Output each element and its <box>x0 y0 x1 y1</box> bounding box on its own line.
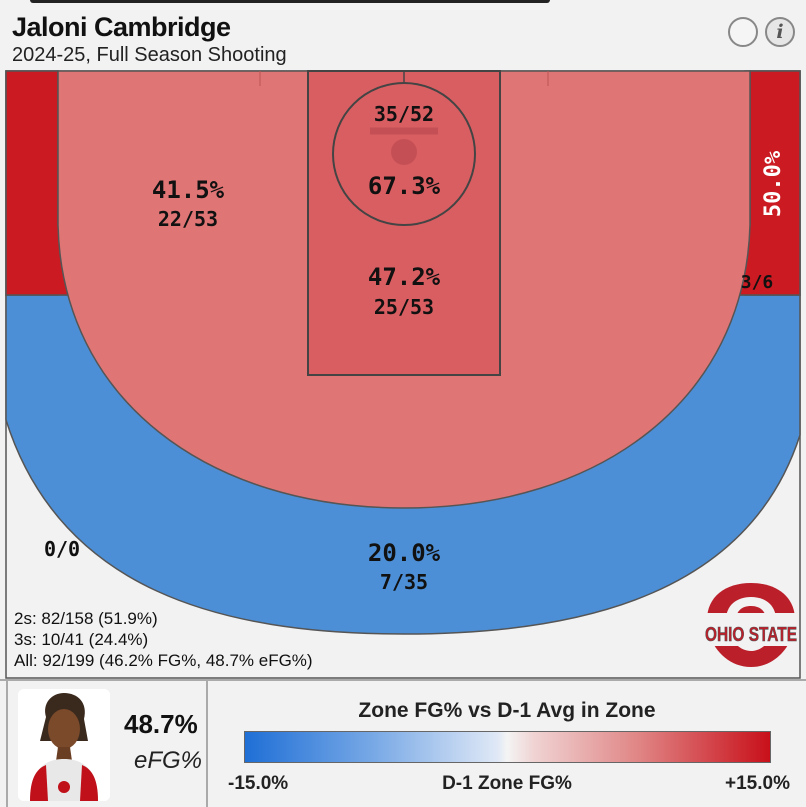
right-corner-made-attempts: 3/6 <box>741 272 774 293</box>
legend-center-label: D-1 Zone FG% <box>442 773 572 794</box>
paint-made-attempts: 25/53 <box>374 295 434 319</box>
deep-three-made-attempts: 0/0 <box>44 537 80 561</box>
efg-label: eFG% <box>134 747 203 774</box>
player-name: Jaloni Cambridge <box>12 12 231 42</box>
paint-fg-pct: 47.2% <box>368 263 441 291</box>
legend-color-scale <box>244 731 771 763</box>
legend-max-label: +15.0% <box>725 773 790 794</box>
player-avatar <box>18 689 110 801</box>
right-corner-fg-pct: 50.0% <box>761 150 786 217</box>
header: Jaloni Cambridge 2024-25, Full Season Sh… <box>12 12 287 67</box>
mid-range-fg-pct: 41.5% <box>152 176 225 204</box>
mid-range-made-attempts: 22/53 <box>158 207 218 231</box>
twos-summary: 2s: 82/158 (51.9%) <box>14 609 158 628</box>
info-icon[interactable]: i <box>765 17 795 47</box>
team-logo-text: OHIO STATE <box>705 624 797 646</box>
legend-min-label: -15.0% <box>228 773 289 794</box>
team-logo: OHIO STATE <box>703 583 799 667</box>
season-subtitle: 2024-25, Full Season Shooting <box>12 44 287 66</box>
threes-summary: 3s: 10/41 (24.4%) <box>14 630 149 649</box>
above-break-made-attempts: 7/35 <box>380 570 428 594</box>
all-summary: All: 92/199 (46.2% FG%, 48.7% eFG%) <box>14 651 313 670</box>
restricted-made-attempts: 35/52 <box>374 102 434 126</box>
rim <box>391 139 417 165</box>
top-edge-bar <box>30 0 550 3</box>
shooting-summary: 2s: 82/158 (51.9%) 3s: 10/41 (24.4%) All… <box>14 608 313 671</box>
efg-value: 48.7% <box>124 709 198 739</box>
toggle-button[interactable] <box>728 17 758 47</box>
restricted-fg-pct: 67.3% <box>368 172 441 200</box>
footer-panel: 48.7% eFG% Zone FG% vs D-1 Avg in Zone -… <box>0 679 806 807</box>
player-card: 48.7% eFG% <box>6 681 208 807</box>
above-break-fg-pct: 20.0% <box>368 539 441 567</box>
shot-chart-court: 35/52 67.3% 47.2% 25/53 41.5% 22/53 50.0… <box>5 70 801 679</box>
legend-title: Zone FG% vs D-1 Avg in Zone <box>358 699 656 722</box>
